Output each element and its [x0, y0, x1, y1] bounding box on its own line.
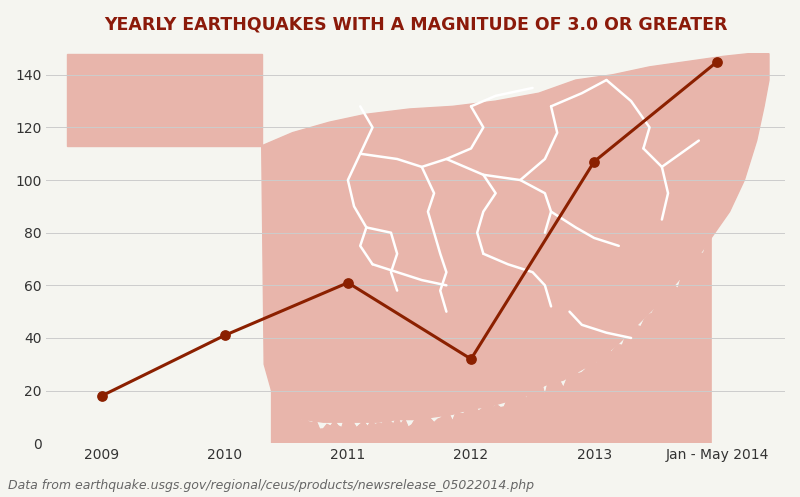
Point	[711, 58, 724, 66]
Point	[95, 392, 108, 400]
Point	[342, 279, 354, 287]
Polygon shape	[262, 54, 769, 422]
Title: YEARLY EARTHQUAKES WITH A MAGNITUDE OF 3.0 OR GREATER: YEARLY EARTHQUAKES WITH A MAGNITUDE OF 3…	[104, 15, 727, 33]
Polygon shape	[67, 54, 262, 146]
Point	[218, 331, 231, 339]
Polygon shape	[271, 235, 711, 443]
Point	[588, 158, 601, 166]
Text: Data from earthquake.usgs.gov/regional/ceus/products/newsrelease_05022014.php: Data from earthquake.usgs.gov/regional/c…	[8, 479, 534, 492]
Point	[465, 355, 478, 363]
